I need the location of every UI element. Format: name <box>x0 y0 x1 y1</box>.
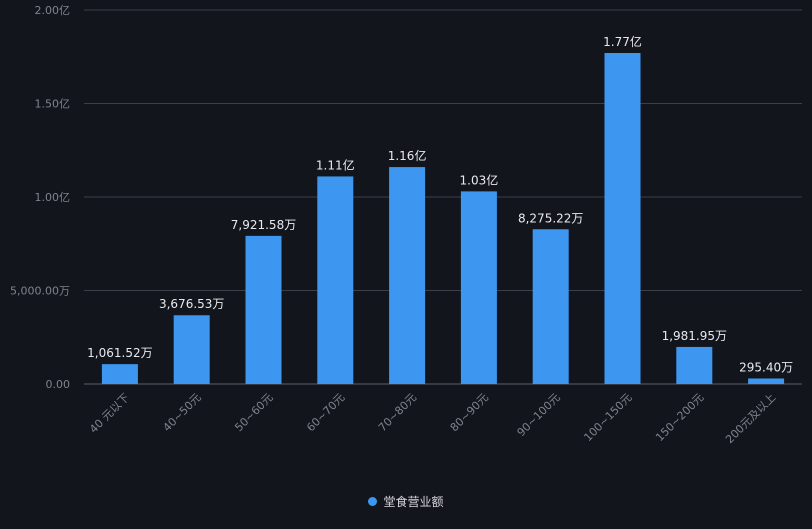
x-tick-label: 80~90元 <box>448 391 491 434</box>
bar-data-label: 3,676.53万 <box>159 297 224 311</box>
bar <box>245 235 282 384</box>
bar <box>532 229 569 384</box>
legend-marker <box>368 497 378 506</box>
bar <box>173 315 210 384</box>
bar-data-label: 7,921.58万 <box>231 218 296 232</box>
y-tick-label: 2.00亿 <box>35 4 71 17</box>
legend[interactable]: 堂食营业额 <box>0 493 812 510</box>
bar-data-label: 1.16亿 <box>388 148 427 163</box>
x-tick-label: 70~80元 <box>376 391 419 434</box>
bar <box>101 364 138 384</box>
x-tick-label: 150~200元 <box>653 391 706 444</box>
bar-data-label: 1.03亿 <box>460 172 499 187</box>
x-tick-label: 50~60元 <box>232 391 275 434</box>
y-tick-label: 1.00亿 <box>35 191 71 204</box>
bar-data-label: 8,275.22万 <box>518 211 583 225</box>
bar <box>748 378 785 384</box>
x-tick-label: 40 元以下 <box>87 391 132 436</box>
bar <box>317 176 354 384</box>
x-tick-label: 200元及以上 <box>723 391 778 446</box>
bar-data-label: 1,061.52万 <box>87 346 152 360</box>
x-tick-label: 100~150元 <box>581 391 634 444</box>
bar <box>604 53 641 384</box>
y-tick-label: 5,000.00万 <box>10 285 70 298</box>
y-tick-label: 1.50亿 <box>35 98 71 111</box>
legend-label: 堂食营业额 <box>383 495 444 509</box>
y-tick-label: 0.00 <box>46 378 71 391</box>
bars <box>101 53 785 384</box>
bar-data-label: 1.77亿 <box>603 34 642 49</box>
bar-data-label: 295.40万 <box>739 360 793 374</box>
bar-data-labels: 1,061.52万 3,676.53万 7,921.58万 1.11亿 1.16亿 1.0… <box>87 34 793 374</box>
bar-data-label: 1.11亿 <box>316 157 355 172</box>
bar-data-label: 1,981.95万 <box>662 329 727 343</box>
x-tick-label: 40~50元 <box>161 391 204 434</box>
bar <box>676 346 713 384</box>
bar <box>389 167 426 384</box>
bar <box>460 191 497 384</box>
x-tick-label: 60~70元 <box>304 391 347 434</box>
x-axis-ticks: 40 元以下 40~50元 50~60元 60~70元 70~80元 80~90元 90~1… <box>87 391 778 446</box>
x-tick-label: 90~100元 <box>515 391 563 439</box>
y-axis-ticks: 0.00 5,000.00万 1.00亿 1.50亿 2.00亿 <box>10 4 70 391</box>
